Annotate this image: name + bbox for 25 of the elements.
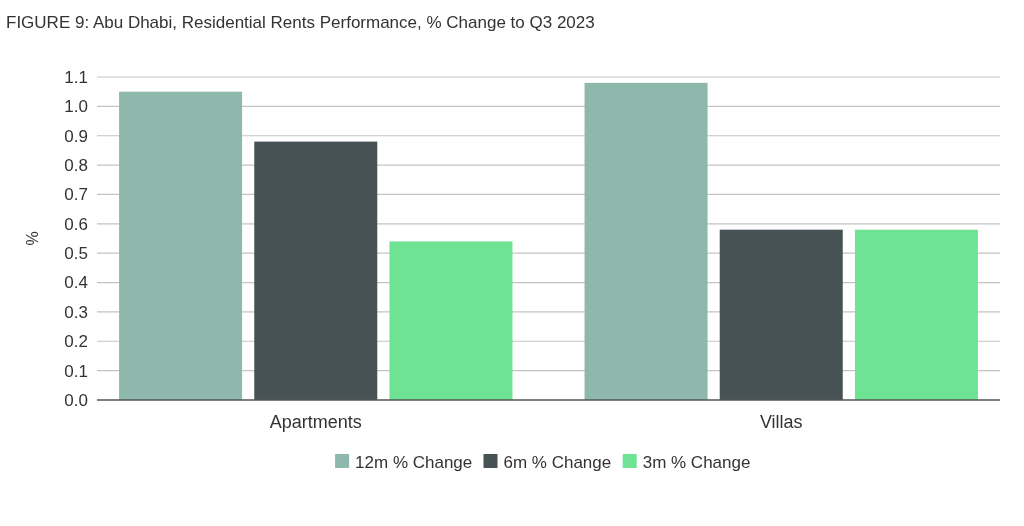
bar — [119, 91, 243, 400]
y-axis-title: % — [24, 231, 41, 246]
y-tick-label: 0.4 — [64, 273, 88, 293]
bar — [719, 229, 843, 400]
y-tick-label: 0.0 — [64, 390, 88, 410]
legend-label: 3m % Change — [642, 452, 751, 472]
y-tick-label: 0.6 — [64, 214, 88, 234]
chart-title: FIGURE 9: Abu Dhabi, Residential Rents Performance, % Change to Q3 2023 — [6, 13, 595, 32]
y-tick-label: 0.8 — [64, 156, 88, 176]
legend-label: 6m % Change — [503, 452, 612, 472]
y-tick-label: 0.9 — [64, 126, 88, 146]
y-tick-label: 0.3 — [64, 302, 88, 322]
y-tick-label: 0.1 — [64, 361, 88, 381]
bar — [389, 241, 513, 400]
x-tick-label: Villas — [759, 412, 803, 432]
bar — [254, 141, 378, 400]
y-tick-label: 0.2 — [64, 332, 88, 352]
y-tick-label: 1.1 — [64, 67, 88, 87]
legend-label: 12m % Change — [355, 452, 473, 472]
y-tick-label: 1.0 — [64, 97, 88, 117]
bar — [854, 229, 978, 400]
x-tick-label: Apartments — [269, 412, 362, 432]
y-tick-label: 0.5 — [64, 244, 88, 264]
bar — [584, 82, 708, 400]
y-tick-label: 0.7 — [64, 185, 88, 205]
